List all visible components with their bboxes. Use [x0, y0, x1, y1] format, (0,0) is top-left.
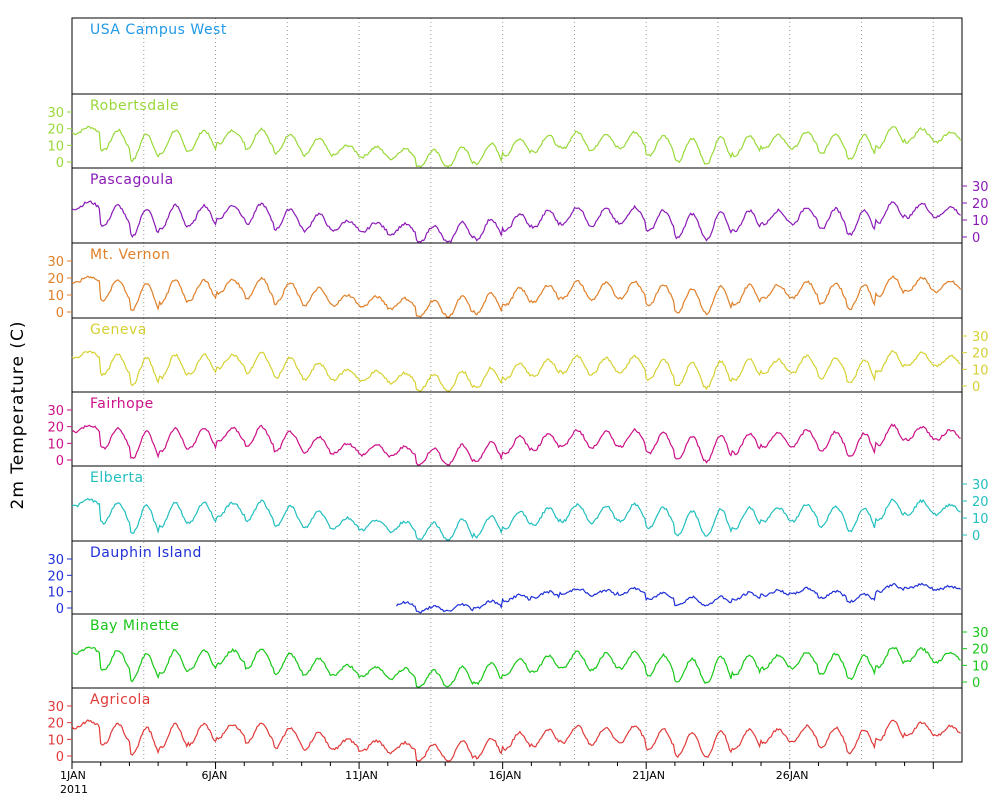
x-tick-label: 11JAN — [345, 769, 378, 782]
series-line — [71, 497, 961, 541]
y-tick-label: 20 — [47, 569, 64, 584]
series-line — [395, 582, 961, 614]
y-tick-label: 10 — [972, 659, 989, 674]
station-label: Mt. Vernon — [90, 247, 170, 263]
x-year-label: 2011 — [60, 783, 88, 796]
panel-usa-campus-west: USA Campus West — [71, 17, 963, 95]
y-tick-label: 20 — [47, 272, 64, 287]
series-line — [71, 719, 961, 762]
station-label: Fairhope — [90, 396, 154, 412]
panel-pascagoula: Pascagoula 0 10 20 30 — [71, 167, 989, 246]
y-tick-label: 30 — [47, 700, 64, 715]
station-label: Pascagoula — [90, 172, 174, 188]
series-line — [71, 125, 962, 168]
station-label: Bay Minette — [90, 618, 179, 634]
series-line — [71, 200, 961, 243]
y-tick-label: 20 — [47, 123, 64, 138]
x-tick-label: 16JAN — [489, 769, 522, 782]
station-label: Robertsdale — [90, 98, 179, 114]
y-tick-label: 0 — [972, 676, 980, 691]
y-tick-label: 10 — [972, 363, 989, 378]
y-tick-label: 10 — [47, 586, 64, 601]
x-tick-label: 26JAN — [776, 769, 809, 782]
y-tick-label: 10 — [47, 437, 64, 452]
y-tick-label: 0 — [972, 231, 980, 246]
station-label: Dauphin Island — [90, 545, 202, 561]
y-tick-label: 10 — [47, 733, 64, 748]
y-tick-label: 20 — [47, 717, 64, 732]
y-tick-label: 10 — [972, 214, 989, 229]
x-tick-label: 6JAN — [202, 769, 228, 782]
series-line — [71, 350, 961, 392]
y-tick-label: 20 — [972, 643, 989, 658]
y-tick-label: 0 — [56, 602, 64, 617]
x-tick-label: 21JAN — [632, 769, 665, 782]
y-tick-label: 0 — [56, 454, 64, 469]
y-tick-label: 0 — [56, 156, 64, 171]
station-label: Elberta — [90, 470, 144, 486]
x-tick-label: 1JAN — [60, 769, 86, 782]
x-axis: 1JAN 6JAN 11JAN 16JAN 21JAN 26JAN 2011 — [60, 762, 934, 796]
y-tick-label: 20 — [972, 347, 989, 362]
y-axis-label-box: 2m Temperature (C) — [8, 265, 38, 565]
y-tick-label: 30 — [972, 626, 989, 641]
station-label: Agricola — [90, 692, 151, 708]
station-panels: USA Campus WestRobertsdale0102030Pascago… — [47, 17, 989, 765]
series-line — [71, 274, 962, 318]
panel-frame — [71, 167, 963, 244]
y-tick-label: 30 — [972, 478, 989, 493]
y-tick-label: 30 — [47, 404, 64, 419]
series-line — [71, 423, 961, 466]
y-tick-label: 20 — [972, 495, 989, 510]
y-tick-label: 30 — [47, 106, 64, 121]
y-tick-label: 10 — [47, 289, 64, 304]
y-tick-label: 30 — [47, 255, 64, 270]
station-label: Geneva — [90, 322, 147, 338]
y-tick-label: 10 — [47, 139, 64, 154]
y-tick-label: 30 — [972, 330, 989, 345]
y-tick-label: 0 — [972, 529, 980, 544]
series-line — [71, 646, 961, 688]
y-tick-label: 0 — [972, 380, 980, 395]
y-tick-label: 30 — [47, 553, 64, 568]
panel-frame — [71, 465, 963, 542]
y-tick-label: 0 — [56, 750, 64, 765]
grid — [143, 18, 934, 762]
panel-frame — [71, 687, 963, 763]
y-tick-label: 20 — [972, 197, 989, 212]
panel-mt-vernon: Mt. Vernon 0 10 20 30 — [47, 242, 963, 321]
y-tick-label: 10 — [972, 512, 989, 527]
panel-elberta: Elberta 0 10 20 30 — [71, 465, 989, 544]
y-tick-label: 20 — [47, 421, 64, 436]
y-axis-label: 2m Temperature (C) — [8, 320, 28, 509]
y-tick-label: 0 — [56, 306, 64, 321]
y-tick-label: 30 — [972, 180, 989, 195]
panel-frame — [71, 540, 963, 615]
station-label: USA Campus West — [90, 22, 227, 38]
